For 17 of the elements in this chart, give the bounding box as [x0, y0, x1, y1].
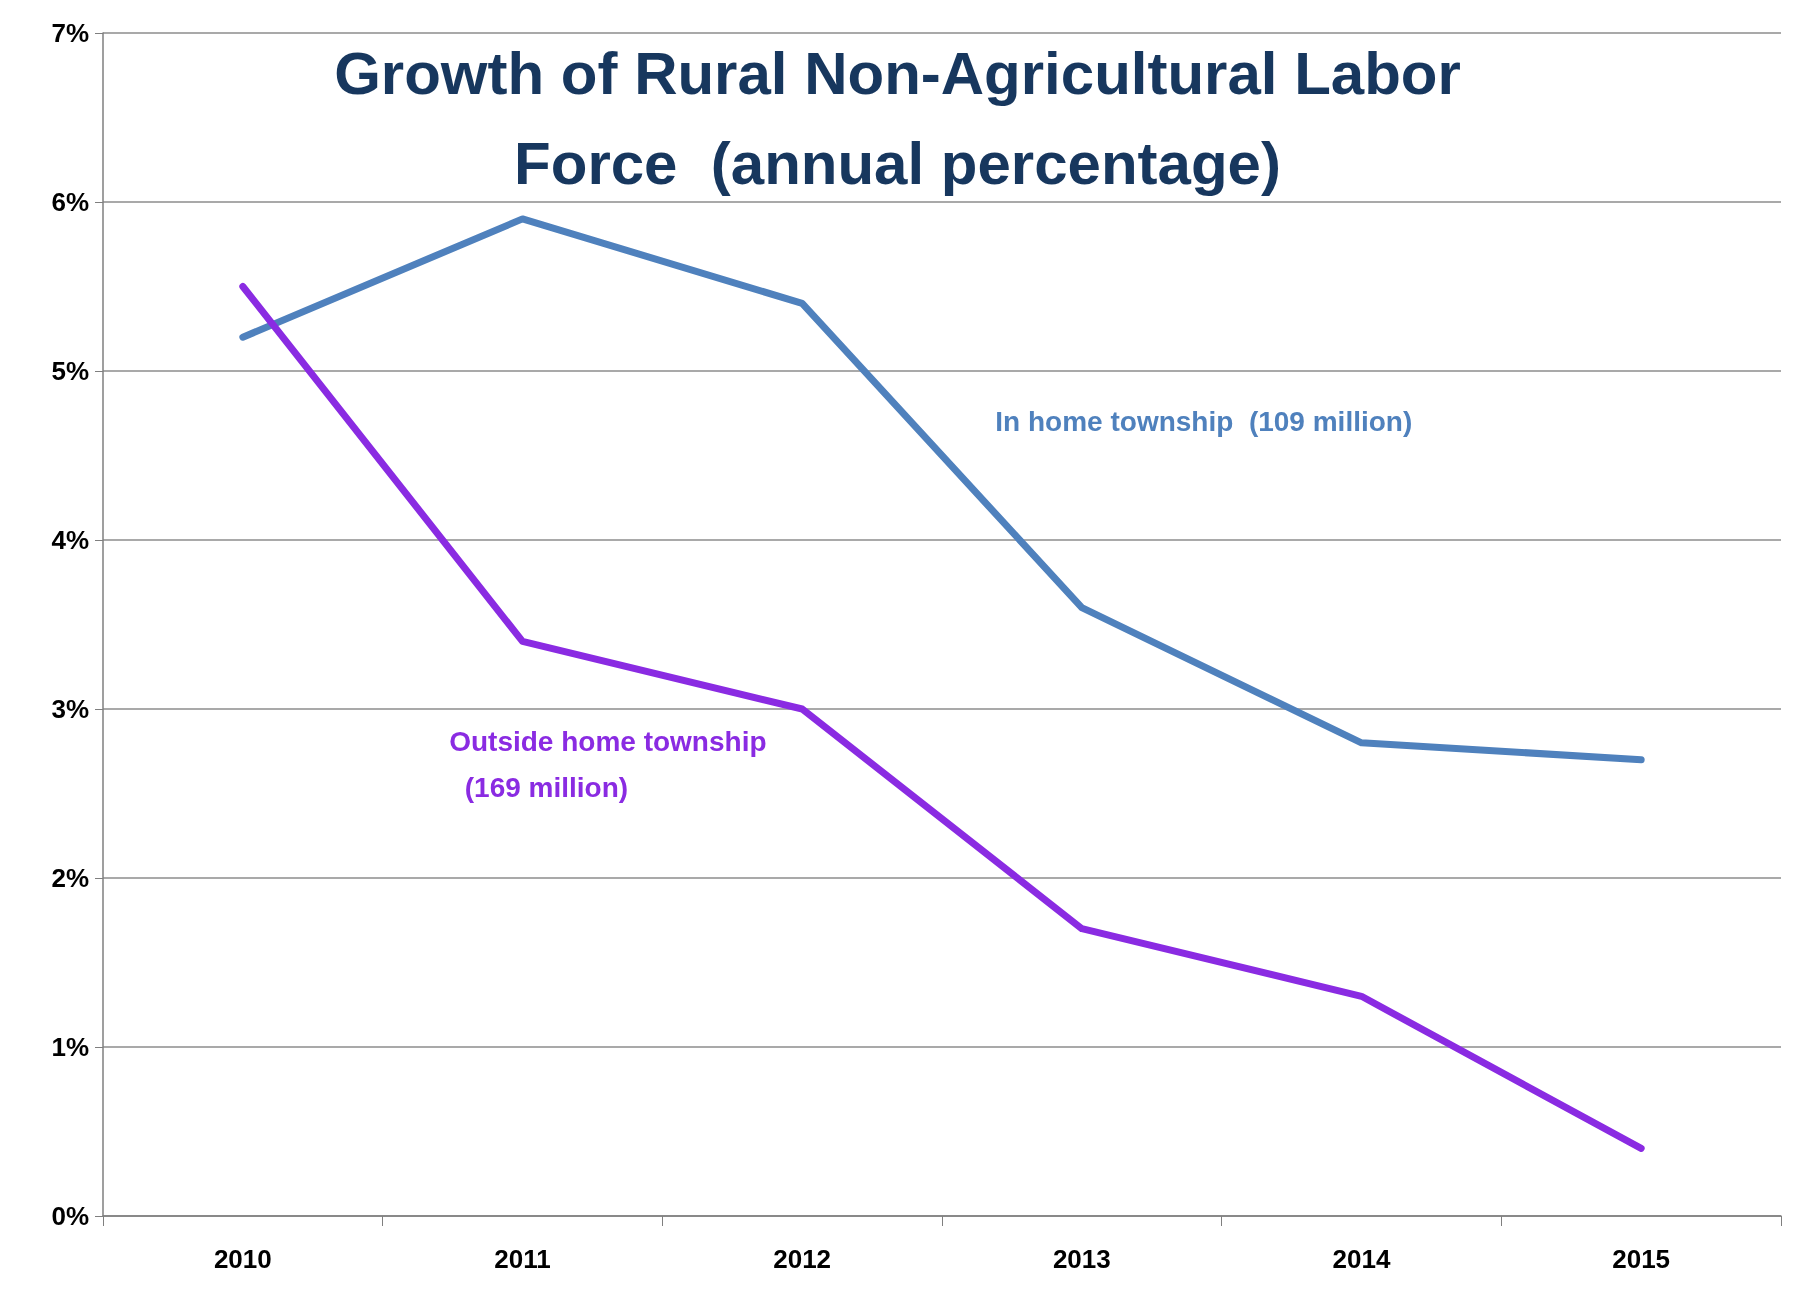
y-tick-label: 4%	[51, 525, 89, 555]
series-label: Outside home township (169 million)	[449, 725, 767, 803]
series-label: In home township (109 million)	[995, 405, 1413, 437]
x-tick-label: 2010	[213, 1244, 272, 1274]
y-tick-label: 7%	[51, 18, 89, 48]
text: Growth of Rural Non-Agricultural Labor Force (annual percentage)	[334, 39, 1461, 197]
x-tick-label: 2012	[773, 1244, 832, 1274]
x-tick-label: 2011	[494, 1244, 551, 1274]
x-tick-label: 2013	[1052, 1244, 1111, 1274]
x-tick-label: 2015	[1612, 1244, 1671, 1274]
y-tick-label: 5%	[51, 356, 89, 386]
x-tick-label: 2014	[1332, 1244, 1391, 1274]
y-tick-label: 0%	[51, 1201, 89, 1231]
y-tick-label: 1%	[51, 1032, 89, 1062]
y-tick-label: 3%	[51, 694, 89, 724]
y-tick-label: 2%	[51, 863, 89, 893]
y-tick-label: 6%	[51, 187, 89, 217]
